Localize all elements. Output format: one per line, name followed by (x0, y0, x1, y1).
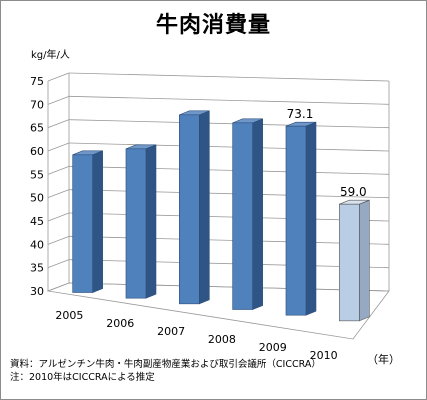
y-tick-label: 55 (30, 168, 44, 181)
y-tick-label: 50 (30, 192, 44, 205)
bar (125, 148, 147, 299)
y-tick-label: 65 (30, 122, 44, 135)
y-tick-label: 40 (30, 238, 44, 251)
bar (72, 154, 93, 293)
bar-side (252, 118, 263, 310)
bar-side (199, 110, 210, 305)
back-gridline (68, 212, 390, 222)
y-axis-unit: kg/年/人 (31, 48, 70, 61)
back-gridline (68, 235, 390, 245)
x-tick-label: 2006 (106, 317, 134, 330)
bar (179, 114, 200, 305)
y-tick-label: 75 (30, 75, 44, 88)
bar-side (359, 199, 370, 322)
back-gridline (68, 165, 390, 175)
bar (339, 203, 360, 322)
side-gridline (47, 72, 70, 82)
x-tick-label: 2010 (310, 349, 338, 362)
side-gridline (47, 189, 70, 199)
x-axis-unit: （年） (367, 352, 400, 366)
back-gridline (68, 119, 390, 129)
x-tick-label: 2008 (208, 333, 236, 346)
source-note: 資料：アルゼンチン牛肉・牛肉副産物産業および取引会議所（CICCRA） (10, 359, 321, 370)
back-gridline (68, 72, 390, 82)
back-gridline (68, 95, 390, 105)
side-gridline (47, 165, 70, 175)
y-tick-label: 60 (30, 145, 44, 158)
y-tick-label: 30 (30, 285, 44, 298)
data-label: 59.0 (340, 185, 367, 199)
y-tick-label: 45 (30, 215, 44, 228)
estimate-note: 注：2010年はCICCRAによる推定 (10, 372, 155, 383)
bar (232, 122, 253, 310)
back-gridline (68, 189, 390, 199)
bar-side (145, 144, 157, 299)
side-gridline (47, 119, 70, 129)
x-tick-label: 2007 (157, 325, 185, 338)
bar-side (305, 121, 317, 316)
data-label: 73.1 (287, 107, 314, 121)
side-gridline (47, 259, 70, 269)
back-gridline (68, 142, 390, 152)
chart-title: 牛肉消費量 (155, 13, 271, 38)
floor (46, 282, 390, 340)
side-gridline (47, 235, 70, 245)
side-gridline (47, 212, 70, 222)
x-tick-label: 2005 (55, 309, 83, 322)
back-gridline (68, 259, 390, 269)
side-gridline (47, 142, 70, 152)
y-tick-label: 35 (30, 262, 44, 275)
side-gridline (47, 95, 70, 105)
bar (285, 125, 307, 316)
x-tick-label: 2009 (259, 341, 287, 354)
bar-side (92, 150, 103, 293)
y-tick-label: 70 (30, 98, 44, 111)
